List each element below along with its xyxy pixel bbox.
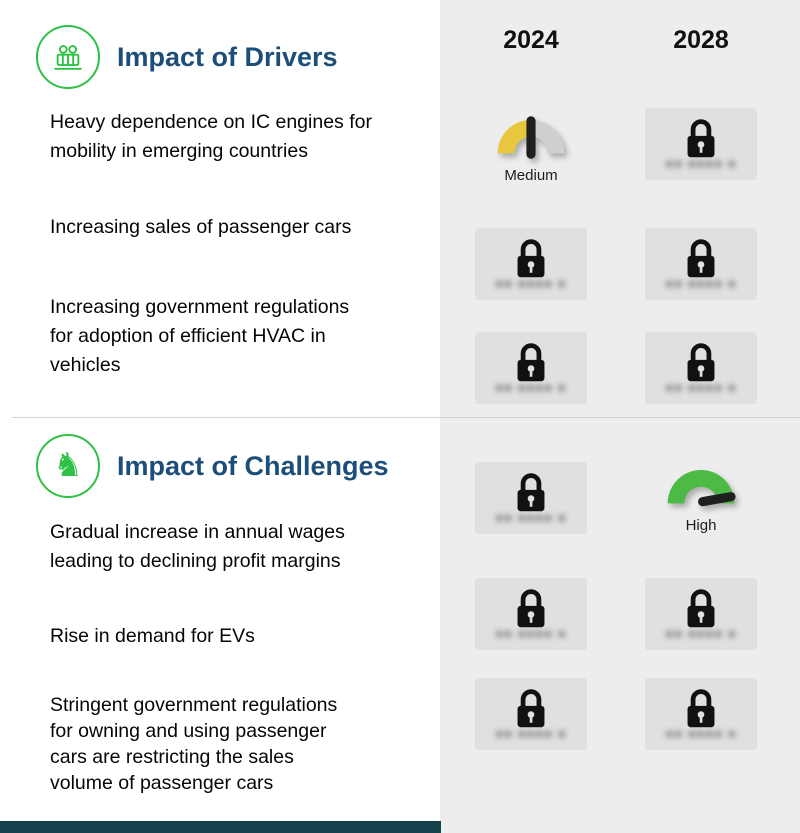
gauge-high: High xyxy=(659,460,743,534)
drivers-section-title: Impact of Drivers xyxy=(117,41,338,72)
lock-icon xyxy=(687,589,715,628)
lock-icon xyxy=(517,689,545,728)
driver-row-3-text: Increasing government regulations for ad… xyxy=(50,296,350,376)
gauge-high-dial xyxy=(667,470,736,507)
lock-icon xyxy=(517,589,545,628)
gauge-medium-label: Medium xyxy=(504,167,558,184)
challenges-section-title: Impact of Challenges xyxy=(117,450,389,481)
challenge-row-3-text: Stringent government regulations for own… xyxy=(50,694,338,794)
locked-cell-drivers-3-2024[interactable]: ■■ ■■■■ ■ xyxy=(475,332,587,404)
drivers-section-header: Impact of Drivers xyxy=(36,25,338,89)
chess-knight-icon: ♞ xyxy=(53,445,83,483)
drivers-icon-circle xyxy=(36,25,100,89)
challenge-row-1-text: Gradual increase in annual wages leading… xyxy=(50,521,345,572)
locked-blurred-text: ■■ ■■■■ ■ xyxy=(495,276,567,291)
challenges-section-header: ♞ Impact of Challenges xyxy=(36,434,389,498)
locked-blurred-text: ■■ ■■■■ ■ xyxy=(665,276,737,291)
column-header-2024: 2024 xyxy=(503,26,559,54)
challenges-icon-circle: ♞ xyxy=(36,434,100,498)
gauge-medium-dial xyxy=(497,116,565,159)
locked-cell-drivers-2-2028[interactable]: ■■ ■■■■ ■ xyxy=(645,228,757,300)
locked-blurred-text: ■■ ■■■■ ■ xyxy=(665,626,737,641)
lock-icon xyxy=(517,473,545,512)
challenge-row-2-text: Rise in demand for EVs xyxy=(50,625,255,647)
locked-blurred-text: ■■ ■■■■ ■ xyxy=(495,510,567,525)
locked-cell-drivers-1-2028[interactable]: ■■ ■■■■ ■ xyxy=(645,108,757,180)
locked-blurred-text: ■■ ■■■■ ■ xyxy=(495,626,567,641)
locked-blurred-text: ■■ ■■■■ ■ xyxy=(665,380,737,395)
lock-icon xyxy=(687,689,715,728)
locked-cell-challenges-2-2024[interactable]: ■■ ■■■■ ■ xyxy=(475,578,587,650)
driver-row-2-text: Increasing sales of passenger cars xyxy=(50,216,352,238)
locked-cell-challenges-3-2024[interactable]: ■■ ■■■■ ■ xyxy=(475,678,587,750)
locked-cell-challenges-3-2028[interactable]: ■■ ■■■■ ■ xyxy=(645,678,757,750)
locked-blurred-text: ■■ ■■■■ ■ xyxy=(665,726,737,741)
locked-cell-challenges-2-2028[interactable]: ■■ ■■■■ ■ xyxy=(645,578,757,650)
locked-blurred-text: ■■ ■■■■ ■ xyxy=(495,726,567,741)
section-divider xyxy=(12,417,800,418)
locked-blurred-text: ■■ ■■■■ ■ xyxy=(665,156,737,171)
locked-cell-drivers-3-2028[interactable]: ■■ ■■■■ ■ xyxy=(645,332,757,404)
lock-icon xyxy=(687,343,715,382)
footer-bar xyxy=(0,821,441,833)
gauge-high-label: High xyxy=(685,517,717,534)
gauge-medium: Medium xyxy=(489,110,573,184)
locked-cell-challenges-1-2024[interactable]: ■■ ■■■■ ■ xyxy=(475,462,587,534)
driver-row-1-text: Heavy dependence on IC engines for mobil… xyxy=(50,111,372,162)
lock-icon xyxy=(517,343,545,382)
lock-icon xyxy=(687,239,715,278)
column-header-2028: 2028 xyxy=(673,26,729,54)
locked-blurred-text: ■■ ■■■■ ■ xyxy=(495,380,567,395)
lock-icon xyxy=(687,119,715,158)
lock-icon xyxy=(517,239,545,278)
locked-cell-drivers-2-2024[interactable]: ■■ ■■■■ ■ xyxy=(475,228,587,300)
engine-machine-icon xyxy=(54,45,82,70)
